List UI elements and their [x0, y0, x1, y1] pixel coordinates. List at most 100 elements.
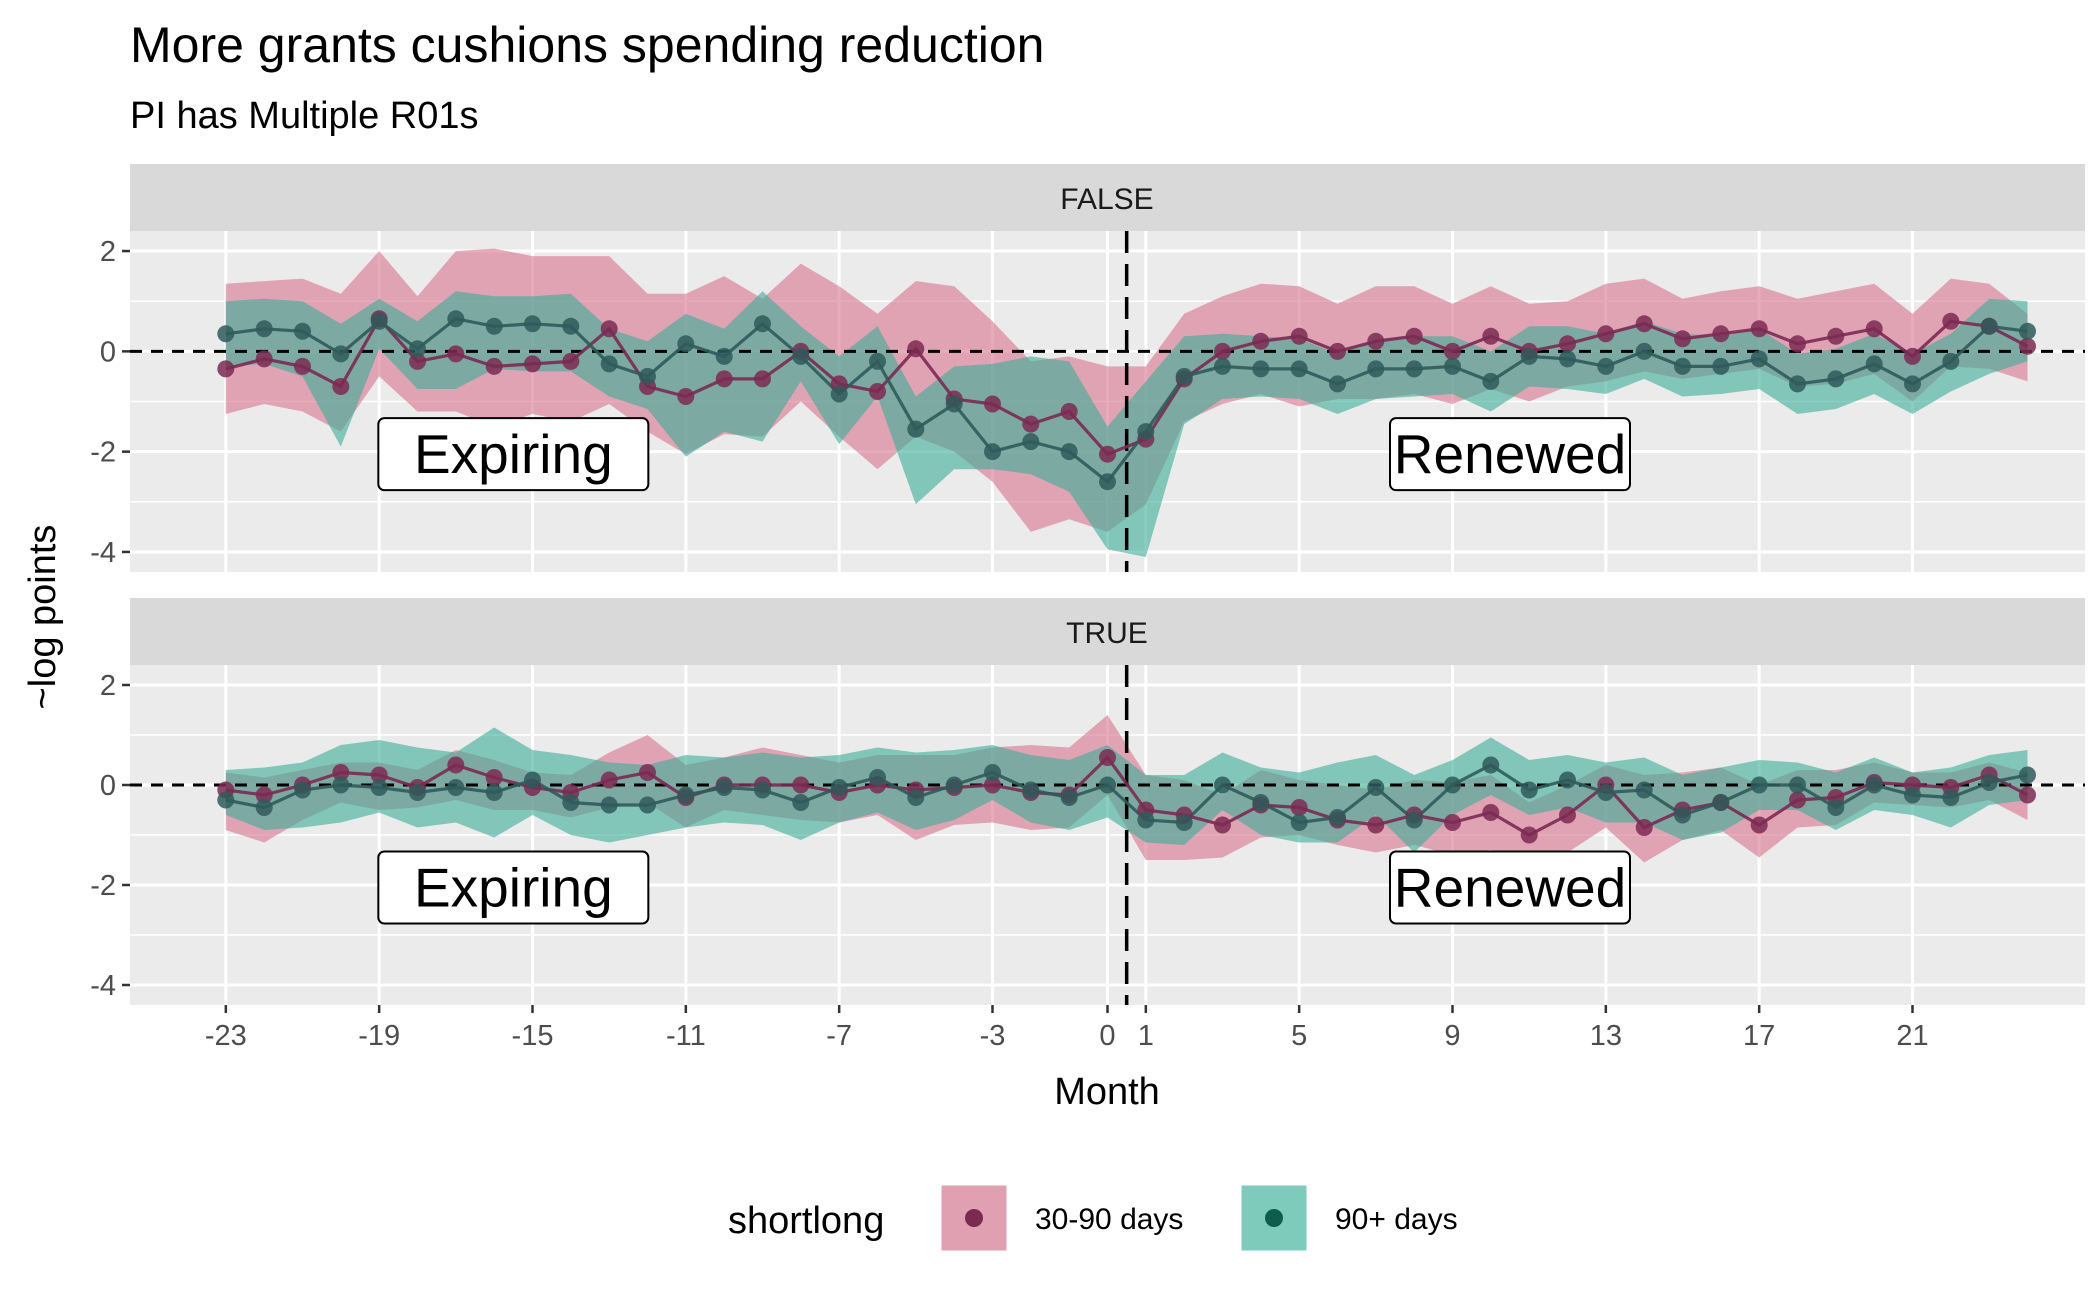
data-point-90-days	[370, 779, 388, 796]
data-point-30-90-days	[332, 378, 350, 395]
x-axis: -23 -19 -15 -11 -7 -3 0 1 5 9 13 17 21	[205, 1005, 1929, 1052]
data-point-90-days	[294, 322, 311, 340]
series-points	[217, 749, 2036, 844]
data-point-90-days	[332, 776, 350, 794]
data-point-30-90-days	[600, 771, 618, 789]
data-point-30-90-days	[1827, 327, 1845, 345]
data-point-90-days	[255, 320, 273, 338]
data-point-90-days	[1980, 317, 1998, 335]
data-point-90-days	[945, 395, 963, 413]
data-point-30-90-days	[1482, 327, 1500, 345]
data-point-90-days	[907, 789, 925, 806]
data-point-90-days	[294, 781, 311, 799]
data-point-30-90-days	[1367, 332, 1385, 350]
data-point-30-90-days	[1942, 312, 1960, 330]
ribbon-90-days	[225, 727, 2028, 853]
series-points	[217, 310, 2036, 491]
data-point-30-90-days	[294, 357, 311, 375]
data-point-90-days	[1904, 375, 1921, 393]
y-tick-label: 2	[100, 236, 116, 268]
data-point-90-days	[1290, 814, 1308, 831]
data-point-90-days	[1827, 370, 1845, 388]
annotation-label: Renewed	[1394, 857, 1626, 919]
data-point-90-days	[1865, 776, 1883, 794]
facet-panel-false: FALSE Expiring Renewed 2 0 -2 -4	[90, 164, 2085, 572]
data-point-30-90-days	[1789, 335, 1806, 353]
legend-point-90-days	[1265, 1209, 1283, 1227]
data-point-90-days	[409, 340, 426, 358]
data-point-90-days	[447, 310, 465, 328]
data-point-30-90-days	[600, 320, 618, 338]
strip-label: FALSE	[1060, 183, 1153, 216]
data-point-30-90-days	[1444, 342, 1461, 360]
data-point-30-90-days	[1559, 335, 1576, 353]
x-tick-label: -23	[205, 1020, 247, 1052]
x-tick-label: 21	[1896, 1020, 1928, 1052]
x-tick-label: -7	[826, 1020, 852, 1052]
data-point-30-90-days	[255, 350, 273, 368]
x-tick-label: -15	[512, 1020, 554, 1052]
data-point-90-days	[754, 315, 771, 333]
data-point-90-days	[869, 769, 886, 786]
data-point-30-90-days	[1329, 342, 1346, 360]
data-point-90-days	[1750, 350, 1768, 368]
data-point-90-days	[1597, 357, 1615, 375]
data-point-90-days	[255, 799, 273, 816]
data-point-90-days	[600, 796, 618, 814]
data-point-30-90-days	[792, 776, 810, 794]
legend-item-90-days: 90+ days	[1238, 1182, 1458, 1254]
strip-background	[130, 164, 2085, 231]
data-point-30-90-days	[1252, 332, 1270, 350]
data-point-90-days	[1175, 814, 1193, 831]
data-point-90-days	[1137, 811, 1155, 829]
data-point-90-days	[600, 355, 618, 373]
data-point-30-90-days	[1597, 325, 1615, 343]
data-point-30-90-days	[1367, 816, 1385, 834]
y-axis: 2 0 -2 -4	[90, 670, 130, 1002]
x-tick-label: -11	[666, 1020, 706, 1052]
data-point-30-90-days	[1214, 342, 1231, 360]
data-point-90-days	[485, 784, 503, 801]
data-point-30-90-days	[1635, 819, 1653, 836]
data-point-90-days	[677, 786, 695, 804]
data-point-30-90-days	[485, 769, 503, 786]
data-point-30-90-days	[447, 345, 465, 363]
data-point-90-days	[715, 779, 733, 796]
strip-background	[130, 598, 2085, 665]
data-point-30-90-days	[639, 764, 656, 781]
data-point-90-days	[984, 443, 1001, 461]
ribbons	[225, 715, 2028, 868]
data-point-90-days	[1444, 357, 1461, 375]
ribbon-90-days	[225, 291, 2028, 557]
data-point-90-days	[217, 325, 235, 343]
y-tick-label: 2	[100, 670, 116, 702]
data-point-30-90-days	[2019, 337, 2036, 355]
data-point-90-days	[1827, 799, 1845, 816]
data-point-90-days	[562, 794, 580, 811]
data-point-30-90-days	[370, 766, 388, 784]
data-point-90-days	[715, 347, 733, 365]
y-tick-label: -4	[90, 537, 116, 569]
data-point-90-days	[2019, 766, 2036, 784]
x-tick-label: 13	[1590, 1020, 1622, 1052]
x-tick-label: 0	[1099, 1020, 1115, 1052]
data-point-90-days	[1520, 347, 1538, 365]
data-point-90-days	[945, 776, 963, 794]
ribbons	[225, 248, 2028, 557]
data-point-90-days	[1789, 776, 1806, 794]
data-point-90-days	[1252, 794, 1270, 811]
y-axis-title: ~log points	[22, 525, 64, 710]
data-point-30-90-days	[1789, 791, 1806, 809]
data-point-90-days	[1137, 423, 1155, 441]
annotation-box	[1389, 417, 1631, 492]
legend-item-30-90-days: 30-90 days	[938, 1182, 1183, 1254]
data-point-90-days	[1329, 375, 1346, 393]
data-point-90-days	[1214, 357, 1231, 375]
data-point-90-days	[1597, 784, 1615, 801]
data-point-90-days	[1482, 756, 1500, 774]
x-axis-title: Month	[1054, 1071, 1160, 1113]
annotations: Expiring Renewed	[377, 417, 1631, 492]
data-point-90-days	[1904, 786, 1921, 804]
legend-point-30-90-days	[965, 1209, 983, 1227]
